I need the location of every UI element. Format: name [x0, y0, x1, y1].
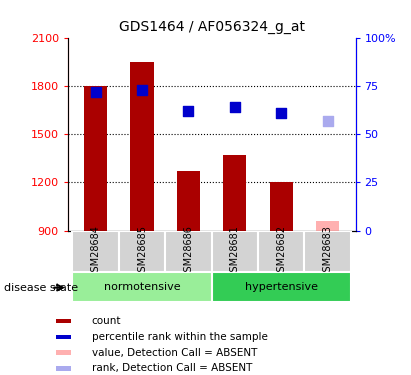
- Bar: [165, 231, 212, 272]
- Bar: [84, 86, 107, 231]
- Bar: [305, 231, 351, 272]
- Text: GSM28683: GSM28683: [323, 225, 332, 278]
- Text: GSM28682: GSM28682: [276, 225, 286, 278]
- Bar: [130, 62, 154, 231]
- Text: GSM28681: GSM28681: [230, 225, 240, 278]
- Bar: [316, 221, 339, 231]
- Bar: [212, 231, 258, 272]
- Bar: [270, 182, 293, 231]
- Bar: [55, 350, 71, 355]
- Title: GDS1464 / AF056324_g_at: GDS1464 / AF056324_g_at: [119, 20, 305, 34]
- Bar: [55, 366, 71, 371]
- Text: value, Detection Call = ABSENT: value, Detection Call = ABSENT: [92, 348, 257, 358]
- Text: GSM28686: GSM28686: [183, 225, 194, 278]
- Text: count: count: [92, 316, 121, 326]
- Bar: [258, 231, 305, 272]
- Bar: [212, 272, 351, 302]
- Text: rank, Detection Call = ABSENT: rank, Detection Call = ABSENT: [92, 363, 252, 374]
- Text: normotensive: normotensive: [104, 282, 180, 292]
- Text: GSM28685: GSM28685: [137, 225, 147, 278]
- Bar: [55, 334, 71, 339]
- Point: [278, 110, 284, 116]
- Bar: [72, 231, 119, 272]
- Bar: [72, 272, 212, 302]
- Text: hypertensive: hypertensive: [245, 282, 318, 292]
- Text: percentile rank within the sample: percentile rank within the sample: [92, 332, 268, 342]
- Bar: [177, 171, 200, 231]
- Point: [139, 87, 145, 93]
- Text: GSM28684: GSM28684: [91, 225, 101, 278]
- Bar: [55, 319, 71, 324]
- Text: disease state: disease state: [4, 283, 78, 292]
- Point: [231, 104, 238, 110]
- Point: [324, 117, 331, 123]
- Bar: [223, 155, 247, 231]
- Point: [92, 88, 99, 94]
- Point: [185, 108, 192, 114]
- Bar: [119, 231, 165, 272]
